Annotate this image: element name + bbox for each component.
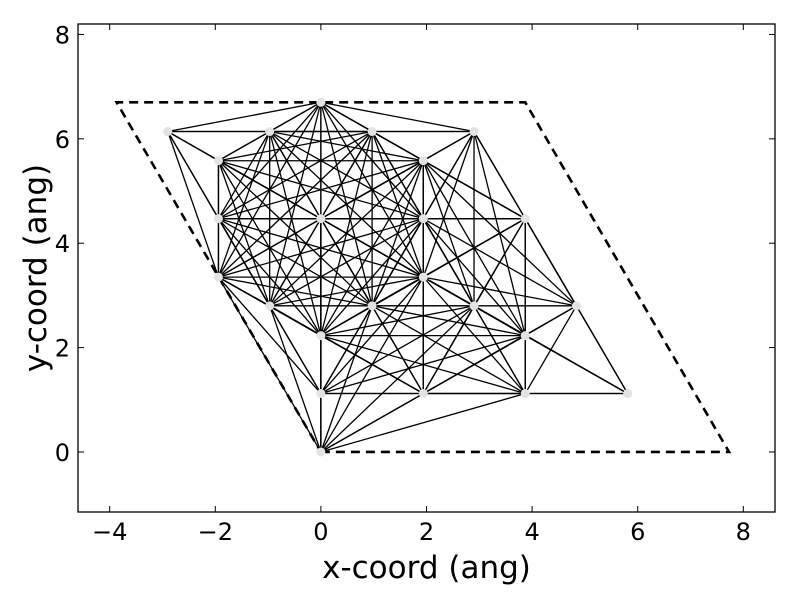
atom-point: [623, 389, 633, 399]
x-tick-label: 6: [630, 518, 645, 546]
y-tick-label: 0: [55, 439, 70, 467]
bond-lines: [167, 101, 629, 453]
x-tick-label: 8: [736, 518, 751, 546]
atom-point: [213, 156, 223, 166]
atom-point: [418, 156, 428, 166]
bond-line: [167, 131, 220, 220]
atom-point: [418, 214, 428, 224]
bond-line: [524, 305, 577, 337]
atom-point: [316, 447, 326, 457]
y-tick-label: 2: [55, 335, 70, 363]
bond-line: [320, 305, 475, 337]
atom-point: [469, 301, 479, 311]
atom-point: [316, 389, 326, 399]
x-axis-ticks: −4 −2 0 2 4 6 8: [92, 24, 751, 546]
x-tick-label: 2: [419, 518, 434, 546]
cell-boundary: [114, 100, 732, 454]
bond-line: [269, 130, 424, 162]
y-axis-title: y-coord (ang): [18, 164, 54, 372]
atom-point: [367, 301, 377, 311]
bond-line: [218, 160, 424, 220]
bond-line: [320, 334, 526, 395]
bond-line: [371, 305, 526, 337]
y-tick-label: 8: [55, 21, 70, 49]
atom-point: [316, 214, 326, 224]
bond-line: [167, 101, 322, 133]
bond-line: [218, 130, 373, 162]
atom-point: [520, 389, 530, 399]
bond-line: [423, 218, 526, 278]
bond-line: [269, 131, 322, 220]
bond-line: [269, 101, 322, 133]
x-tick-label: −2: [198, 518, 233, 546]
bond-line: [473, 131, 526, 220]
x-axis-title: x-coord (ang): [322, 550, 531, 586]
y-axis-ticks: 0 2 4 6 8: [55, 21, 775, 467]
bond-line: [218, 276, 373, 307]
bond-line: [218, 276, 270, 307]
bond-line: [167, 130, 219, 162]
x-tick-label: −4: [92, 518, 127, 546]
atom-point: [213, 272, 223, 282]
bond-line: [217, 276, 322, 394]
atom-point: [316, 97, 326, 107]
bond-line: [167, 131, 220, 278]
atom-point: [469, 127, 479, 137]
bond-line: [423, 218, 577, 307]
atom-point: [367, 127, 377, 137]
bond-line: [371, 131, 424, 220]
atom-point: [418, 389, 428, 399]
bond-line: [422, 131, 475, 278]
bond-line: [320, 101, 373, 133]
x-tick-label: 0: [313, 518, 328, 546]
atom-point: [163, 127, 173, 137]
atom-point: [571, 301, 581, 311]
atom-point: [265, 301, 275, 311]
y-tick-label: 6: [55, 126, 70, 154]
atom-point: [316, 331, 326, 341]
bond-line: [423, 276, 577, 307]
bond-line: [218, 218, 424, 278]
y-tick-label: 4: [55, 230, 70, 258]
x-tick-label: 4: [524, 518, 539, 546]
bond-line: [269, 305, 322, 453]
atom-point: [265, 127, 275, 137]
bond-line: [320, 101, 475, 133]
bond-line: [320, 392, 526, 453]
cell-boundary-line: [114, 100, 732, 454]
atom-point: [213, 214, 223, 224]
bond-line: [423, 130, 475, 162]
atom-point: [418, 272, 428, 282]
atom-point: [520, 214, 530, 224]
atom-point: [520, 331, 530, 341]
atom-points: [163, 97, 633, 457]
